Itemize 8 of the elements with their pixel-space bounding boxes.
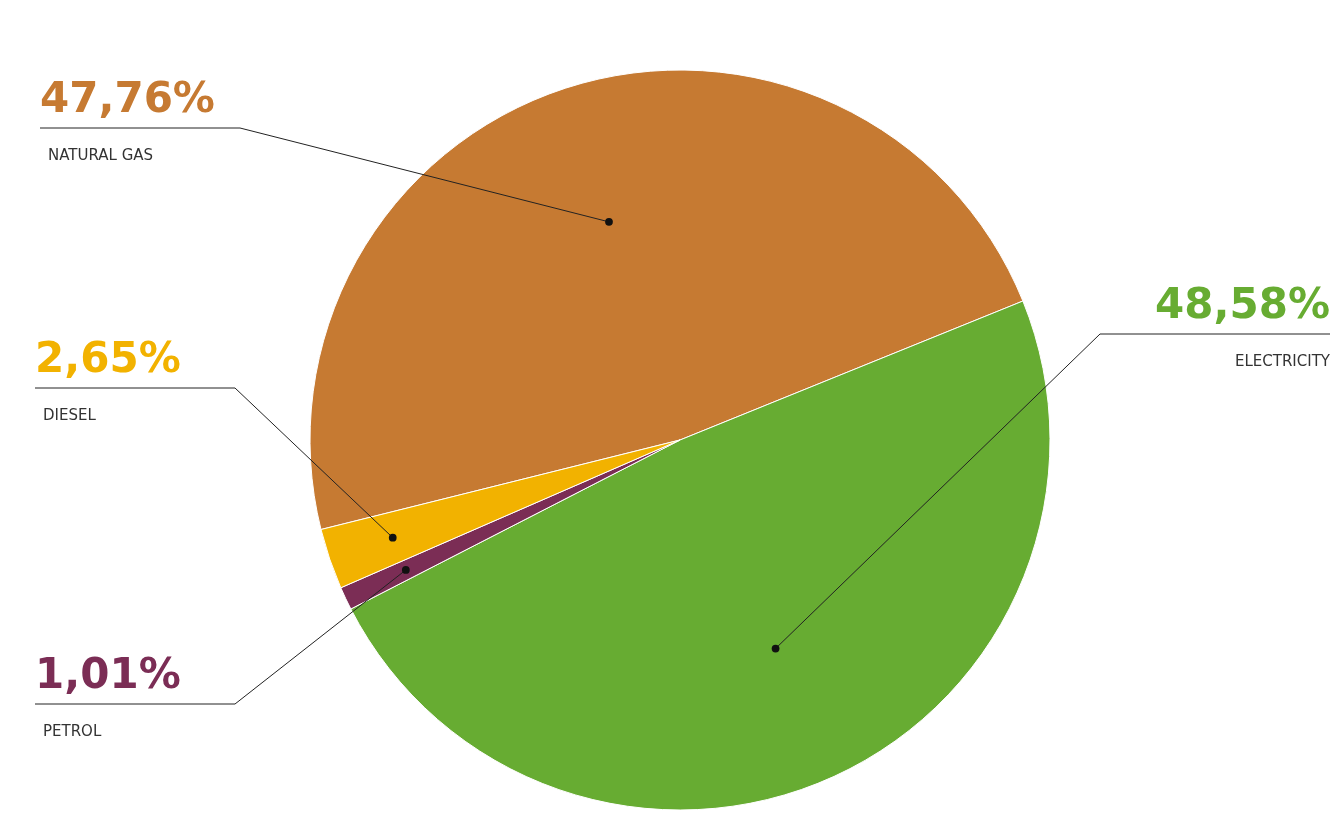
slice-label: PETROL: [43, 722, 102, 740]
slice-label: DIESEL: [43, 406, 97, 424]
data-label: 1,01%: [35, 649, 181, 698]
data-label: 48,58%: [1155, 279, 1330, 328]
slice-label: NATURAL GAS: [48, 146, 154, 164]
data-label: 47,76%: [40, 73, 215, 122]
slice-label: ELECTRICITY: [1234, 352, 1331, 370]
data-label: 2,65%: [35, 333, 181, 382]
